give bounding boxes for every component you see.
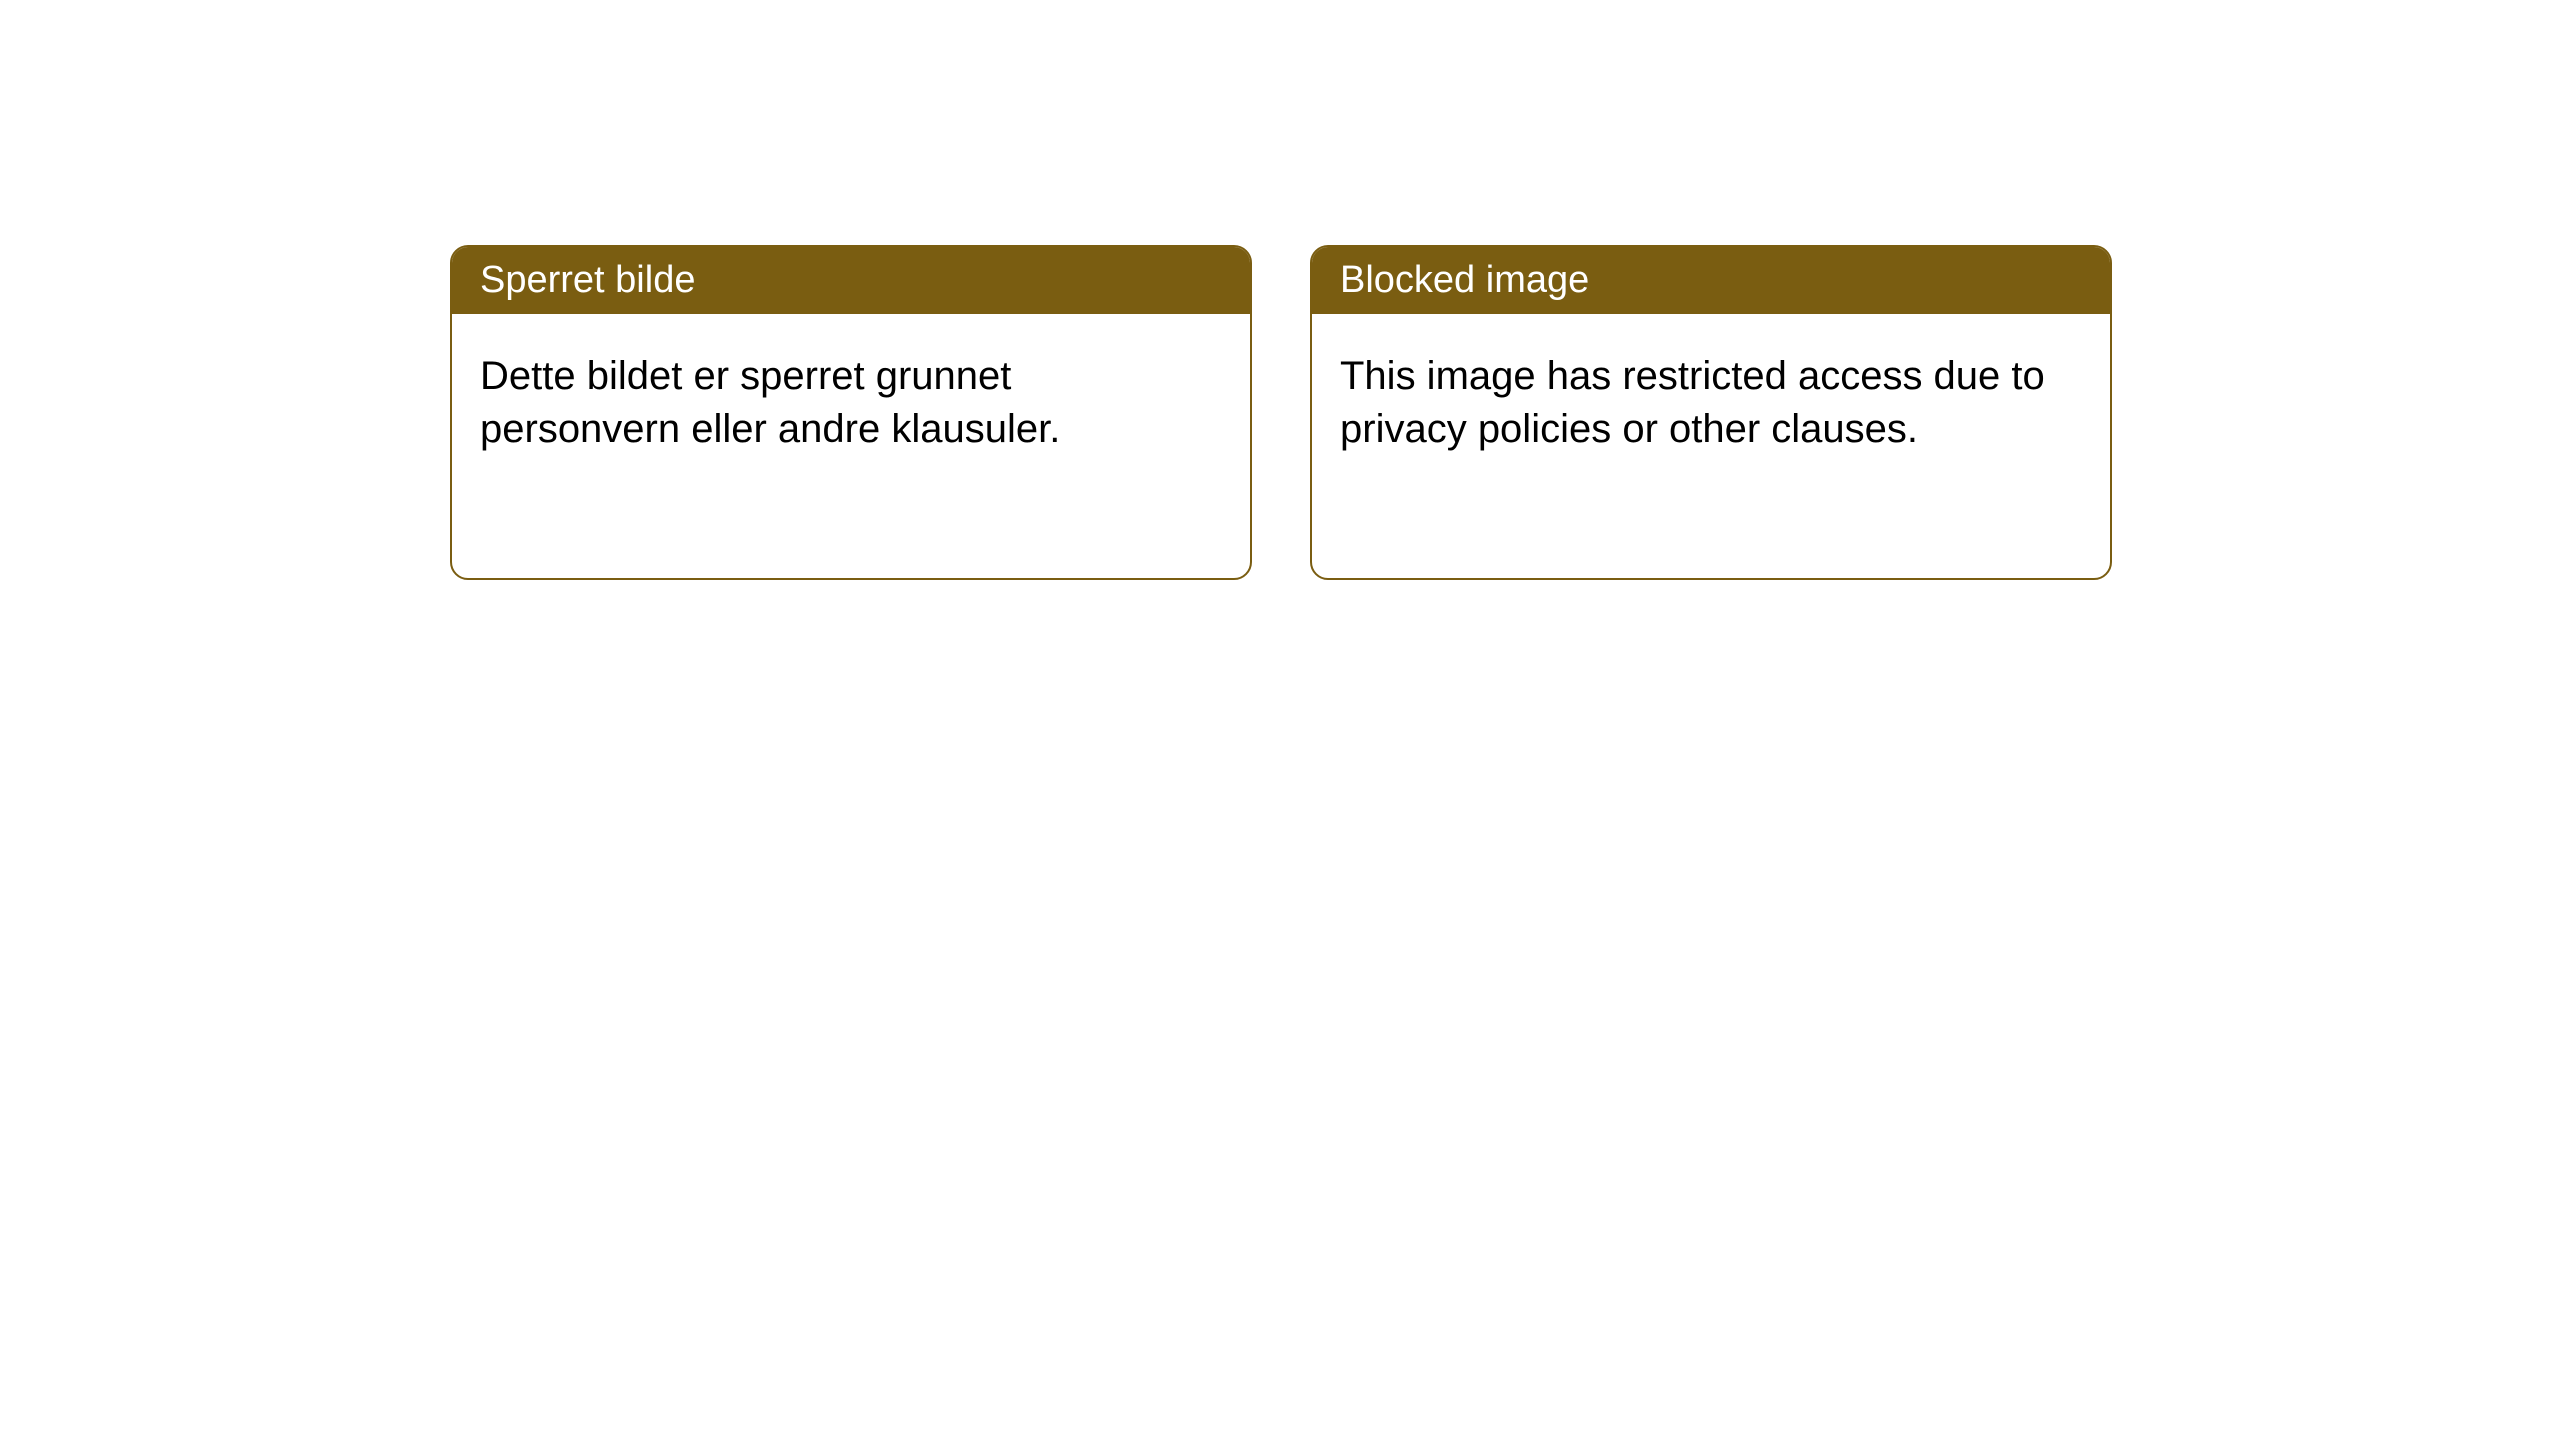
card-header-norwegian: Sperret bilde (452, 247, 1250, 314)
card-text-norwegian: Dette bildet er sperret grunnet personve… (480, 354, 1060, 451)
card-header-english: Blocked image (1312, 247, 2110, 314)
card-body-english: This image has restricted access due to … (1312, 314, 2110, 492)
blocked-image-card-english: Blocked image This image has restricted … (1310, 245, 2112, 580)
card-title-english: Blocked image (1340, 259, 1589, 301)
card-title-norwegian: Sperret bilde (480, 259, 695, 301)
card-body-norwegian: Dette bildet er sperret grunnet personve… (452, 314, 1250, 492)
notice-container: Sperret bilde Dette bildet er sperret gr… (0, 0, 2560, 580)
card-text-english: This image has restricted access due to … (1340, 354, 2045, 451)
blocked-image-card-norwegian: Sperret bilde Dette bildet er sperret gr… (450, 245, 1252, 580)
